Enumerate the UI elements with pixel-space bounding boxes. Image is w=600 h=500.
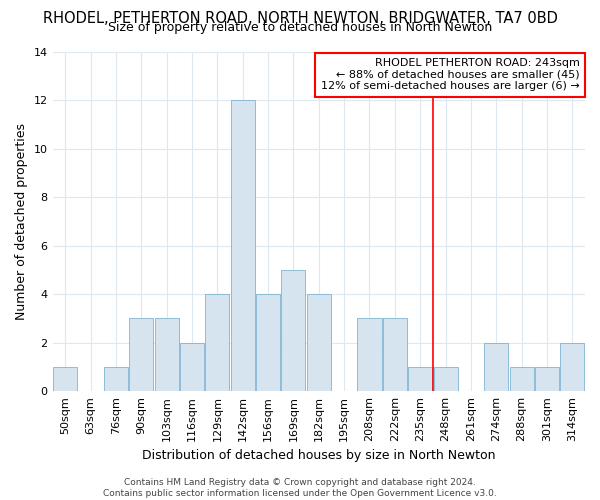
Bar <box>104 367 128 391</box>
Bar <box>155 318 179 391</box>
Bar <box>509 367 533 391</box>
Y-axis label: Number of detached properties: Number of detached properties <box>15 123 28 320</box>
Bar <box>53 367 77 391</box>
Bar <box>180 342 204 391</box>
Bar <box>358 318 382 391</box>
Bar <box>535 367 559 391</box>
Bar <box>560 342 584 391</box>
Bar <box>230 100 255 391</box>
Bar <box>434 367 458 391</box>
Text: RHODEL, PETHERTON ROAD, NORTH NEWTON, BRIDGWATER, TA7 0BD: RHODEL, PETHERTON ROAD, NORTH NEWTON, BR… <box>43 11 557 26</box>
Bar <box>281 270 305 391</box>
Bar <box>256 294 280 391</box>
X-axis label: Distribution of detached houses by size in North Newton: Distribution of detached houses by size … <box>142 450 496 462</box>
Text: Size of property relative to detached houses in North Newton: Size of property relative to detached ho… <box>108 22 492 35</box>
Text: RHODEL PETHERTON ROAD: 243sqm
← 88% of detached houses are smaller (45)
12% of s: RHODEL PETHERTON ROAD: 243sqm ← 88% of d… <box>321 58 580 92</box>
Bar <box>383 318 407 391</box>
Bar <box>129 318 154 391</box>
Bar <box>484 342 508 391</box>
Bar <box>307 294 331 391</box>
Bar <box>408 367 432 391</box>
Text: Contains HM Land Registry data © Crown copyright and database right 2024.
Contai: Contains HM Land Registry data © Crown c… <box>103 478 497 498</box>
Bar <box>205 294 229 391</box>
